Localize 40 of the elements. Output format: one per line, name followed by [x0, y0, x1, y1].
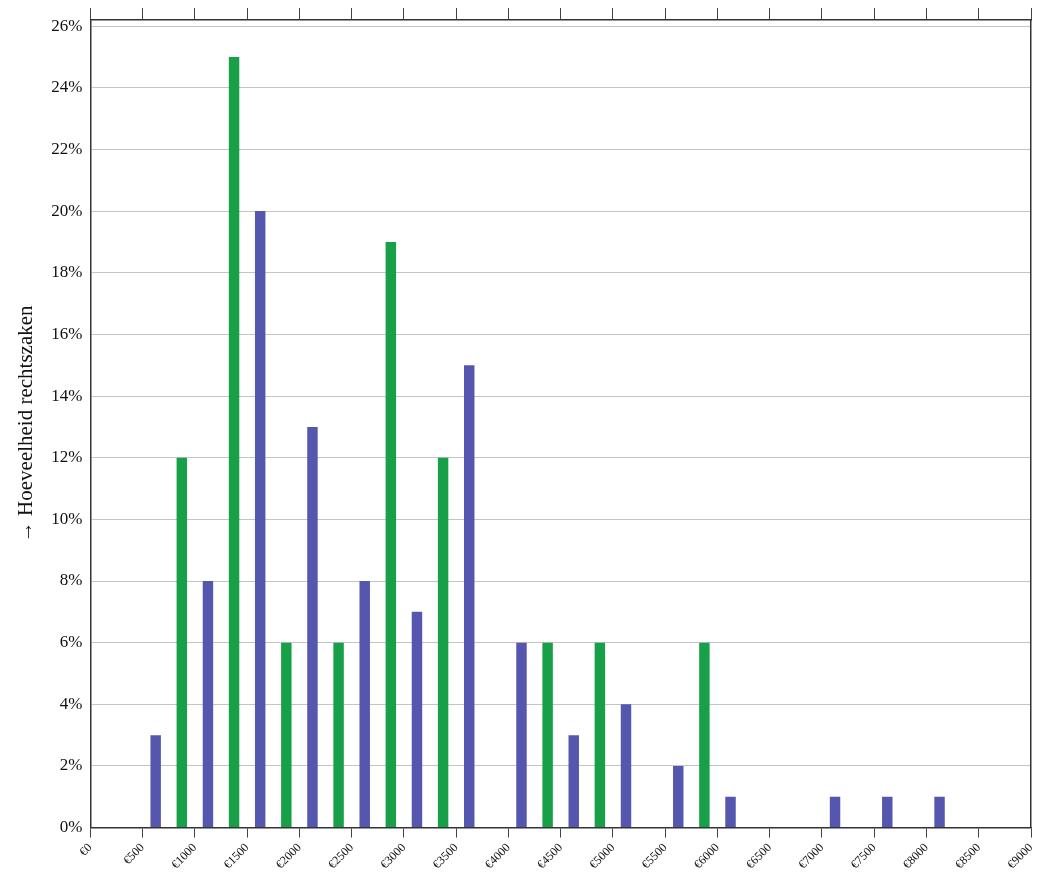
- bar: [202, 581, 214, 828]
- y-tick-label: 12%: [51, 447, 83, 467]
- y-tick-label: 0%: [59, 817, 83, 837]
- bar: [699, 642, 710, 828]
- bar: [829, 796, 841, 828]
- y-tick-label: 26%: [51, 15, 83, 35]
- bar: [385, 241, 397, 828]
- bar: [150, 735, 161, 828]
- y-tick-label: 18%: [51, 262, 83, 282]
- bar: [882, 796, 893, 828]
- bar: [307, 426, 318, 828]
- bar: [620, 704, 632, 828]
- y-axis-title: → Hoeveelheid rechtszaken: [13, 304, 38, 543]
- y-tick-label: 10%: [51, 508, 83, 528]
- bar: [673, 765, 684, 828]
- bar: [594, 642, 606, 828]
- bar: [516, 642, 527, 828]
- bar: [411, 611, 423, 828]
- y-tick-label: 14%: [51, 385, 83, 405]
- bar: [228, 56, 240, 828]
- bar: [437, 457, 449, 828]
- bar: [359, 581, 370, 828]
- bar: [542, 642, 553, 828]
- x-tick-label: €0: [76, 840, 95, 859]
- y-tick-label: 4%: [59, 693, 83, 713]
- bar: [281, 642, 292, 828]
- y-tick-label: 24%: [51, 77, 83, 97]
- bar: [934, 796, 945, 828]
- y-tick-label: 6%: [59, 632, 83, 652]
- bar: [464, 365, 475, 828]
- y-tick-label: 16%: [51, 323, 83, 343]
- bar: [333, 642, 344, 828]
- y-tick-label: 2%: [59, 755, 83, 775]
- bar: [568, 735, 579, 828]
- bar: [254, 211, 266, 828]
- y-tick-label: 22%: [51, 138, 83, 158]
- y-tick-label: 20%: [51, 200, 83, 220]
- bar: [725, 796, 736, 828]
- y-tick-label: 8%: [59, 570, 83, 590]
- bar: [176, 457, 188, 828]
